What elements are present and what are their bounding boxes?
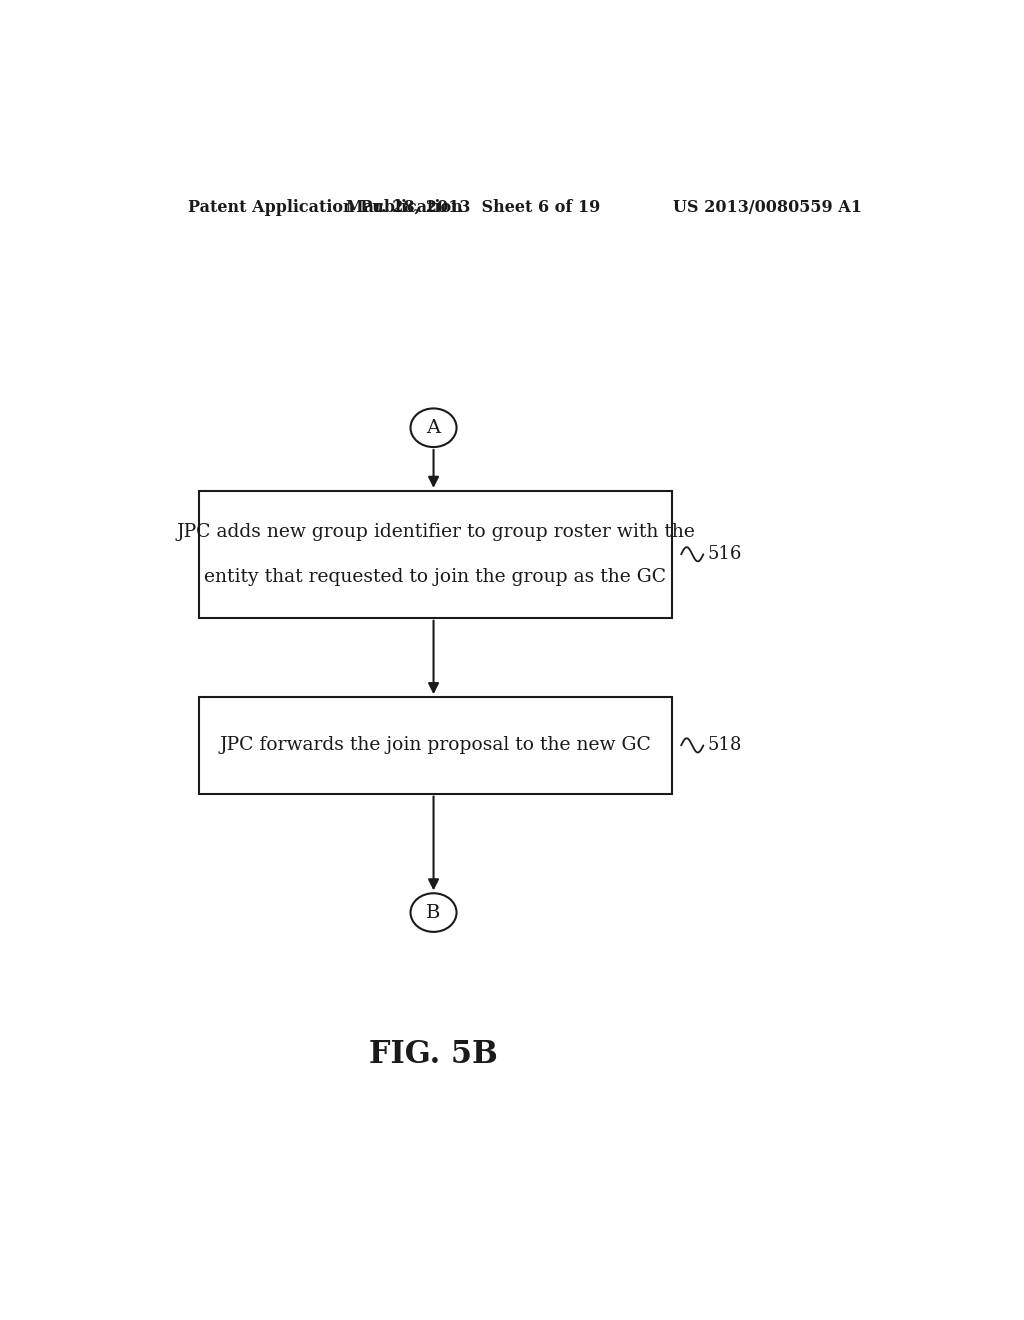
Text: 518: 518 xyxy=(708,737,741,754)
Text: JPC adds new group identifier to group roster with the: JPC adds new group identifier to group r… xyxy=(176,523,695,541)
Text: 516: 516 xyxy=(708,545,741,564)
Text: A: A xyxy=(426,418,440,437)
Ellipse shape xyxy=(411,894,457,932)
Text: B: B xyxy=(426,904,440,921)
Text: US 2013/0080559 A1: US 2013/0080559 A1 xyxy=(673,199,862,215)
Text: Mar. 28, 2013  Sheet 6 of 19: Mar. 28, 2013 Sheet 6 of 19 xyxy=(346,199,600,215)
Text: JPC forwards the join proposal to the new GC: JPC forwards the join proposal to the ne… xyxy=(219,737,651,754)
Ellipse shape xyxy=(411,408,457,447)
FancyBboxPatch shape xyxy=(200,491,672,618)
Text: Patent Application Publication: Patent Application Publication xyxy=(187,199,462,215)
Text: FIG. 5B: FIG. 5B xyxy=(370,1039,498,1071)
FancyBboxPatch shape xyxy=(200,697,672,793)
Text: entity that requested to join the group as the GC: entity that requested to join the group … xyxy=(205,568,667,586)
